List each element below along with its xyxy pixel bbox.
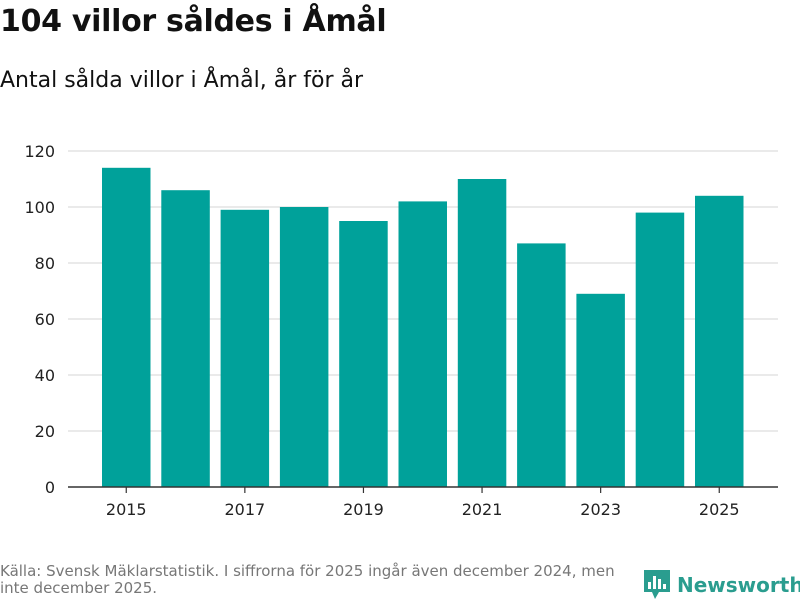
brand-logo: Newsworthy [644, 570, 800, 600]
bar-chart: 0 20 40 60 80 100 120 2015 2017 2019 2021 2023 2025 [24, 142, 778, 519]
y-tick-label: 100 [24, 198, 55, 217]
bar-2021 [457, 179, 507, 487]
bar-2024 [635, 212, 685, 487]
y-tick-label: 20 [35, 422, 55, 441]
x-tick-label: 2023 [580, 500, 621, 519]
bar-2022 [517, 243, 566, 487]
bar-2016 [161, 190, 210, 487]
bar-2017 [220, 209, 270, 488]
chart-subtitle: Antal sålda villor i Åmål, år för år [0, 68, 364, 93]
bar-2018 [279, 207, 329, 487]
bar-chart-logo-icon [644, 570, 670, 599]
y-tick-label: 40 [35, 366, 55, 385]
x-tick-label: 2025 [699, 500, 740, 519]
y-tick-label: 60 [35, 310, 55, 329]
bar-2020 [398, 201, 447, 487]
axes: 0 20 40 60 80 100 120 2015 2017 2019 2021 2023 2025 [24, 142, 778, 519]
y-tick-label: 0 [45, 478, 55, 497]
bar-2023 [576, 293, 625, 487]
bar-2025 [695, 195, 744, 488]
bar-2015 [102, 167, 151, 488]
y-tick-label: 120 [24, 142, 55, 161]
x-tick-label: 2017 [224, 500, 265, 519]
x-tick-label: 2019 [343, 500, 384, 519]
x-tick-label: 2015 [106, 500, 147, 519]
brand-name: Newsworthy [677, 573, 800, 597]
bar-2019 [339, 221, 388, 487]
x-tick-label: 2021 [462, 500, 503, 519]
source-note: Källa: Svensk Mäklarstatistik. I siffror… [0, 562, 615, 597]
bars [102, 167, 744, 488]
chart-title: 104 villor såldes i Åmål [0, 4, 387, 39]
y-tick-label: 80 [35, 254, 55, 273]
